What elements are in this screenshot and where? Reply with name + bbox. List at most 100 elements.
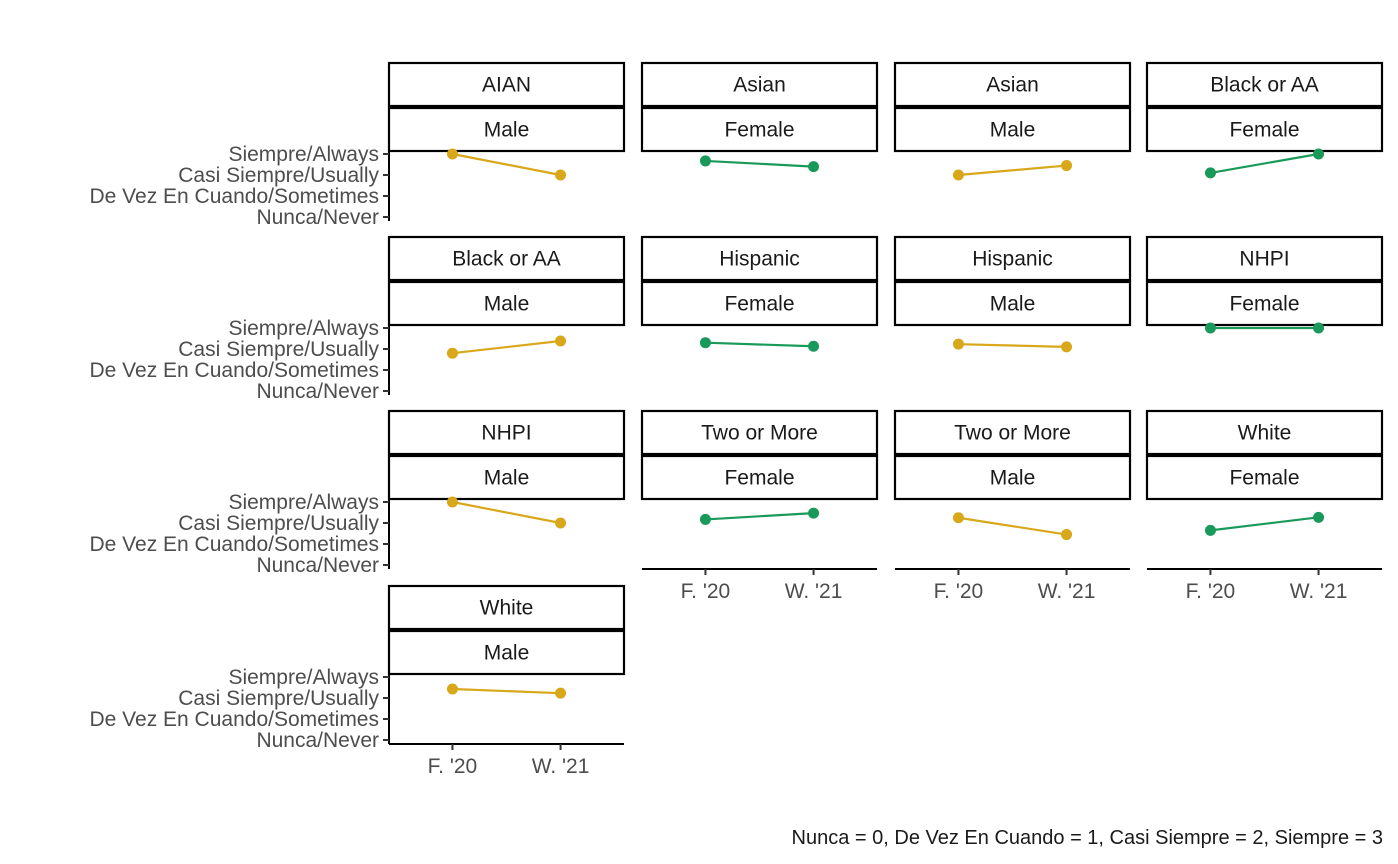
- strip-group: [387, 409, 626, 456]
- strip-group-label: NHPI: [1239, 248, 1289, 271]
- data-point: [1204, 524, 1216, 536]
- data-point: [699, 513, 711, 525]
- y-tick-label: Siempre/Always: [228, 143, 379, 166]
- data-point: [808, 340, 820, 352]
- y-tick-label: Casi Siempre/Usually: [178, 164, 379, 187]
- data-point: [808, 507, 820, 519]
- data-point: [1061, 160, 1073, 172]
- strip-group-label: Two or More: [954, 422, 1071, 445]
- strip-group: [640, 409, 879, 456]
- strip-gender-label: Female: [1229, 467, 1299, 490]
- strip-gender-label: Female: [724, 293, 794, 316]
- strip-group: [387, 584, 626, 631]
- y-tick-label: Casi Siempre/Usually: [178, 687, 379, 710]
- strip-gender-label: Male: [484, 642, 530, 665]
- facet-panel: Black or AA Female: [1145, 61, 1384, 179]
- strip-group-label: Black or AA: [452, 248, 561, 271]
- data-point: [446, 683, 458, 695]
- series-line: [452, 500, 561, 525]
- series-line: [958, 164, 1067, 177]
- series-line: [705, 159, 814, 168]
- data-point: [446, 496, 458, 508]
- strip-gender: [1145, 454, 1384, 501]
- data-point: [555, 687, 567, 699]
- data-point: [555, 517, 567, 529]
- strip-gender-label: Female: [724, 119, 794, 142]
- y-tick-label: De Vez En Cuando/Sometimes: [90, 533, 380, 556]
- strip-gender-label: Female: [724, 467, 794, 490]
- y-tick-label: Siempre/Always: [228, 491, 379, 514]
- x-tick-label: F. '20: [428, 755, 478, 778]
- facet-panel: Two or More Male F. '20 W. '21: [893, 409, 1132, 603]
- data-point: [1313, 511, 1325, 523]
- y-tick-label: De Vez En Cuando/Sometimes: [90, 359, 380, 382]
- data-point: [1313, 148, 1325, 160]
- strip-gender: [640, 454, 879, 501]
- y-tick-label: Nunca/Never: [256, 554, 379, 577]
- strip-group: [1145, 61, 1384, 108]
- data-point: [446, 148, 458, 160]
- data-point: [699, 337, 711, 349]
- strip-gender-label: Male: [484, 119, 530, 142]
- series-line: [958, 516, 1067, 536]
- x-tick-label: W. '21: [532, 755, 590, 778]
- y-tick-label: Siempre/Always: [228, 666, 379, 689]
- facet-panel: Hispanic Male: [893, 235, 1132, 353]
- x-tick-label: W. '21: [785, 580, 843, 603]
- data-point: [952, 169, 964, 181]
- facet-panel: Asian Male: [893, 61, 1132, 181]
- facet-panel: Asian Female: [640, 61, 879, 173]
- y-tick-label: Casi Siempre/Usually: [178, 338, 379, 361]
- strip-gender: [893, 106, 1132, 153]
- strip-gender-label: Female: [1229, 293, 1299, 316]
- strip-gender: [1145, 280, 1384, 327]
- strip-gender-label: Male: [990, 293, 1036, 316]
- strip-group-label: White: [480, 597, 534, 620]
- facet-panel: Two or More Female F. '20 W. '21: [640, 409, 879, 603]
- strip-group-label: Two or More: [701, 422, 818, 445]
- series-line: [1210, 152, 1319, 174]
- series-line: [452, 339, 561, 355]
- chart-caption: Nunca = 0, De Vez En Cuando = 1, Casi Si…: [792, 827, 1383, 849]
- x-tick-label: W. '21: [1290, 580, 1348, 603]
- data-point: [1061, 529, 1073, 541]
- data-point: [699, 155, 711, 167]
- data-point: [952, 338, 964, 350]
- strip-group: [893, 235, 1132, 282]
- y-tick-label: Casi Siempre/Usually: [178, 512, 379, 535]
- facet-panel: NHPI Female: [1145, 235, 1384, 334]
- facet-panel: Hispanic Female: [640, 235, 879, 352]
- strip-gender: [387, 106, 626, 153]
- strip-gender-label: Female: [1229, 119, 1299, 142]
- x-tick-label: F. '20: [681, 580, 731, 603]
- strip-gender-label: Male: [484, 293, 530, 316]
- strip-group: [387, 235, 626, 282]
- data-point: [1204, 322, 1216, 334]
- x-tick-label: F. '20: [934, 580, 984, 603]
- y-tick-label: Nunca/Never: [256, 380, 379, 403]
- data-point: [1204, 167, 1216, 179]
- x-tick-label: W. '21: [1038, 580, 1096, 603]
- strip-group: [1145, 409, 1384, 456]
- facet-panel: White Female F. '20 W. '21: [1145, 409, 1384, 603]
- strip-group-label: Asian: [733, 74, 786, 97]
- strip-gender: [1145, 106, 1384, 153]
- strip-gender-label: Male: [484, 467, 530, 490]
- data-point: [446, 347, 458, 359]
- strip-group: [387, 61, 626, 108]
- data-point: [952, 512, 964, 524]
- y-tick-label: Siempre/Always: [228, 317, 379, 340]
- x-tick-label: F. '20: [1186, 580, 1236, 603]
- strip-group: [640, 61, 879, 108]
- data-point: [555, 335, 567, 347]
- strip-group-label: Black or AA: [1210, 74, 1319, 97]
- strip-gender: [387, 280, 626, 327]
- strip-group-label: Asian: [986, 74, 1039, 97]
- data-point: [555, 169, 567, 181]
- strip-group-label: White: [1238, 422, 1292, 445]
- series-line: [452, 152, 561, 177]
- strip-gender: [640, 106, 879, 153]
